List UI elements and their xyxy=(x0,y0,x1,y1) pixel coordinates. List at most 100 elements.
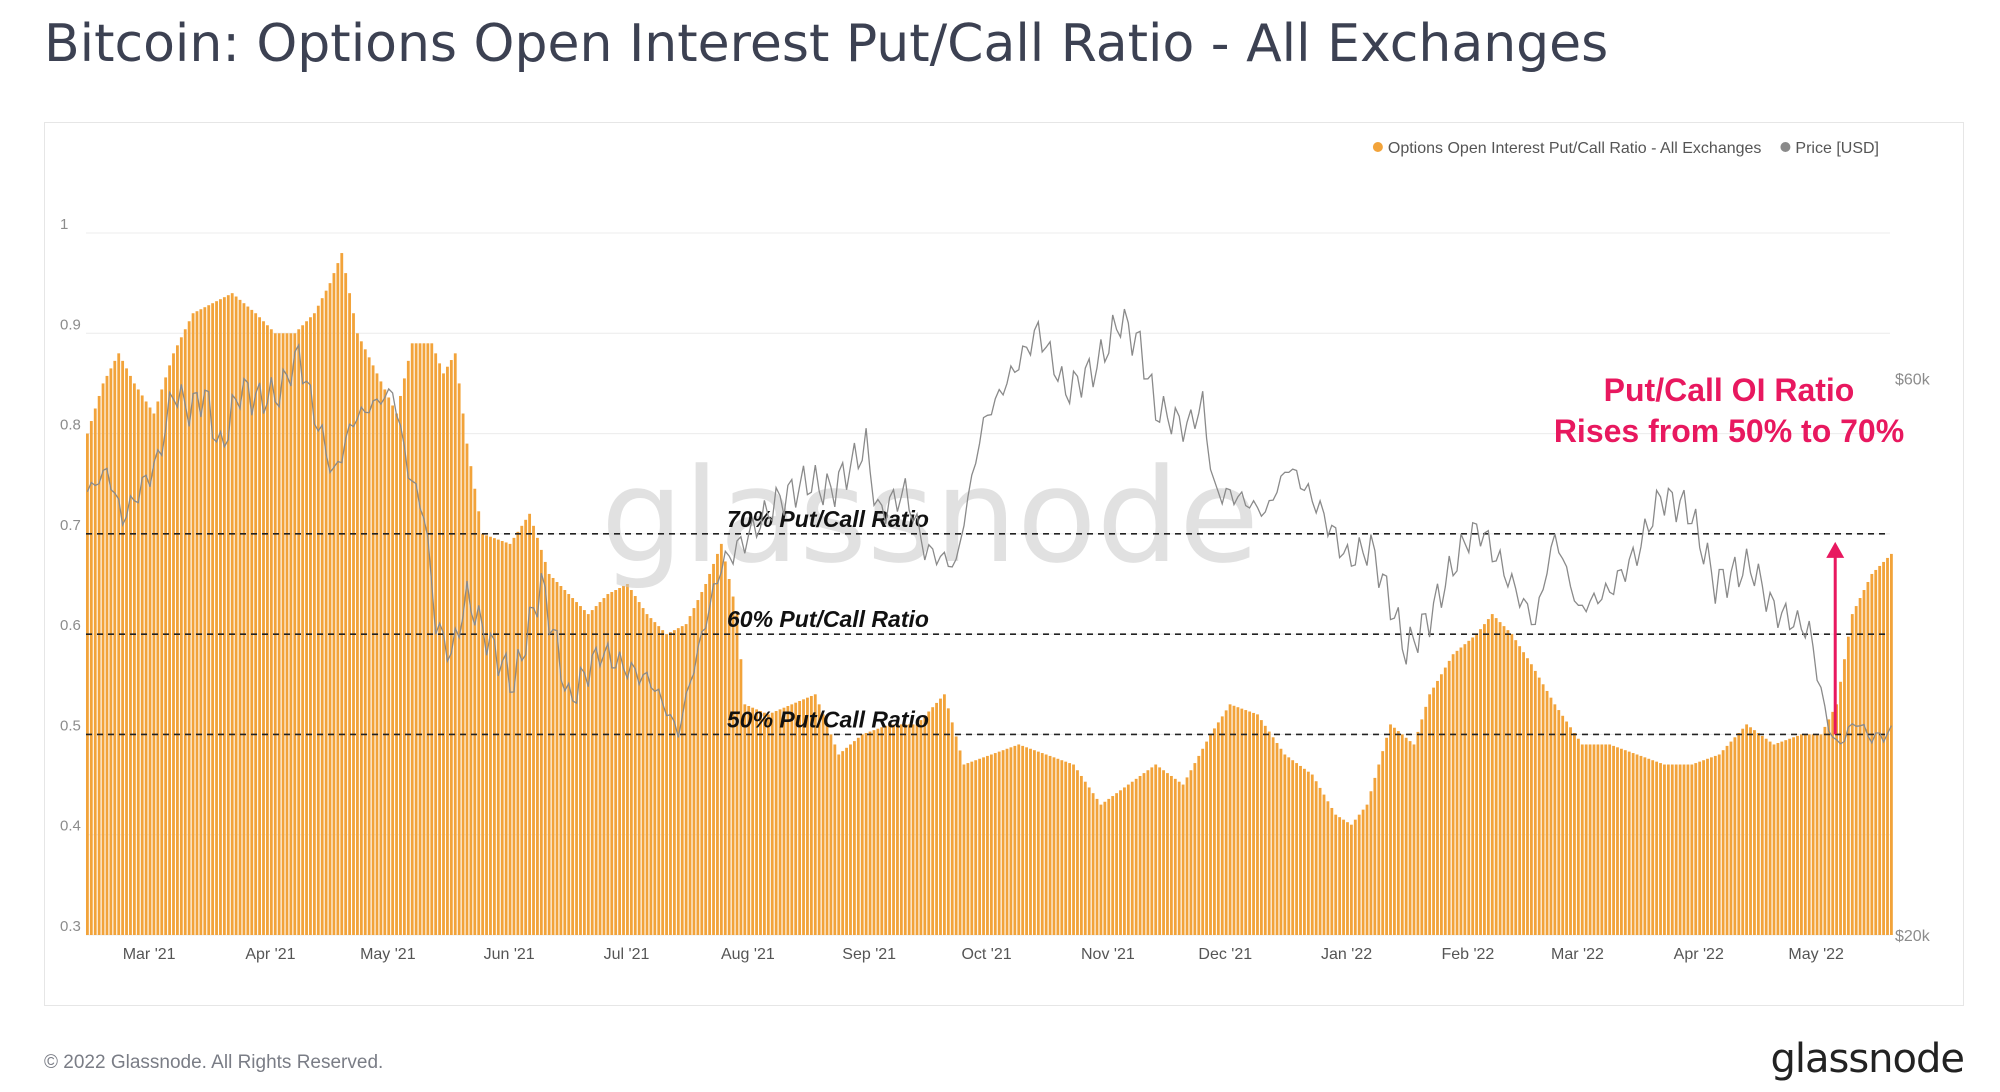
put-call-bar xyxy=(1393,727,1396,935)
put-call-bar xyxy=(234,296,238,935)
put-call-bar xyxy=(1463,644,1467,935)
put-call-bar xyxy=(571,598,575,935)
put-call-bar xyxy=(1565,721,1569,935)
put-call-bar xyxy=(1678,764,1682,935)
x-tick-label: Nov '21 xyxy=(1081,946,1135,963)
put-call-bar xyxy=(1858,598,1862,935)
copyright-text: © 2022 Glassnode. All Rights Reserved. xyxy=(44,1052,384,1073)
put-call-bar xyxy=(1573,733,1576,935)
put-call-bar xyxy=(946,708,950,935)
put-call-bar xyxy=(1052,757,1056,935)
put-call-bar xyxy=(676,628,680,935)
page-title: Bitcoin: Options Open Interest Put/Call … xyxy=(44,14,1609,74)
put-call-bar xyxy=(1612,745,1615,935)
put-call-bar xyxy=(899,724,903,935)
put-call-bar xyxy=(1181,784,1185,935)
put-call-bar xyxy=(89,421,93,935)
put-call-bar xyxy=(1659,763,1662,935)
put-call-bar xyxy=(1150,767,1154,935)
put-call-bar xyxy=(328,283,332,935)
put-call-bar xyxy=(1592,744,1596,935)
put-call-bar xyxy=(700,592,704,935)
put-call-bar xyxy=(532,525,535,935)
put-call-bar xyxy=(825,724,829,935)
put-call-bar xyxy=(226,295,230,935)
put-call-bar xyxy=(903,724,907,935)
put-call-bar xyxy=(1537,677,1541,935)
put-call-bar xyxy=(1483,624,1486,935)
put-call-bar xyxy=(109,368,113,935)
put-call-bar xyxy=(399,395,402,936)
put-call-bar xyxy=(1475,634,1479,935)
put-call-bar xyxy=(1780,741,1784,935)
put-call-bar xyxy=(1670,764,1674,935)
put-call-bar xyxy=(1588,744,1592,935)
put-call-bar xyxy=(931,707,935,935)
put-call-bar xyxy=(1416,731,1420,935)
put-call-bar xyxy=(950,722,954,935)
put-call-bar xyxy=(618,588,622,935)
chart-frame: glassnode 70% Put/Call Ratio 60% Put/Call… xyxy=(44,122,1964,1006)
put-call-bar xyxy=(1244,710,1248,935)
put-call-bar xyxy=(1060,760,1064,935)
legend-label: Price [USD] xyxy=(1795,140,1879,157)
put-call-bar xyxy=(477,511,481,935)
y-left-tick-label: 1 xyxy=(60,216,68,233)
put-call-bar xyxy=(1850,614,1854,935)
put-call-bar xyxy=(1553,704,1557,935)
x-tick-label: Sep '21 xyxy=(842,946,896,963)
put-call-bar xyxy=(1843,659,1846,935)
put-call-bar xyxy=(1576,738,1580,935)
put-call-bar xyxy=(277,333,281,935)
put-call-bar xyxy=(1162,770,1165,935)
put-call-bar xyxy=(1322,794,1326,935)
put-call-bar xyxy=(1569,727,1572,935)
x-tick-label: Apr '21 xyxy=(245,946,295,963)
put-call-bar xyxy=(1154,764,1158,935)
put-call-bar xyxy=(997,751,1001,935)
put-call-bar xyxy=(430,343,434,935)
glassnode-logo: glassnode xyxy=(1770,1036,1965,1082)
put-call-bar xyxy=(1076,770,1079,935)
put-call-bar xyxy=(179,337,183,935)
put-call-bar xyxy=(833,744,837,935)
put-call-bar xyxy=(1095,798,1099,935)
put-call-bar xyxy=(766,714,770,935)
legend-swatch xyxy=(1780,142,1791,152)
put-call-bar xyxy=(1048,755,1052,935)
put-call-bar xyxy=(845,747,848,935)
put-call-bar xyxy=(653,622,657,935)
put-call-bar xyxy=(1776,743,1780,935)
put-call-bar xyxy=(1142,773,1146,935)
put-call-bar xyxy=(1267,731,1271,935)
put-call-bar xyxy=(1408,741,1412,935)
x-tick-label: May '22 xyxy=(1788,946,1844,963)
put-call-bar xyxy=(1314,781,1318,935)
put-call-bar xyxy=(1021,745,1025,935)
put-call-bar xyxy=(1788,738,1792,935)
put-call-bar xyxy=(665,634,668,935)
put-call-bar xyxy=(1753,730,1756,935)
put-call-bar xyxy=(547,573,551,935)
put-call-bar xyxy=(661,630,665,935)
put-call-bar xyxy=(1643,757,1647,935)
put-call-bar xyxy=(183,329,187,935)
put-call-bar xyxy=(363,349,367,935)
put-call-bar xyxy=(555,581,559,935)
put-call-bar xyxy=(1169,775,1173,935)
put-call-bar xyxy=(359,341,363,935)
put-call-bar xyxy=(1471,637,1475,935)
put-call-bar xyxy=(492,538,496,935)
put-call-bar xyxy=(1177,781,1181,935)
put-call-bar xyxy=(262,321,265,935)
put-call-bar xyxy=(1275,743,1279,935)
y-left-tick-label: 0.4 xyxy=(60,818,81,835)
put-call-bar xyxy=(297,329,301,935)
put-call-bar xyxy=(1295,763,1299,935)
put-call-bar xyxy=(1831,711,1835,935)
put-call-bar xyxy=(508,543,512,935)
put-call-bar xyxy=(727,578,731,935)
x-tick-label: May '21 xyxy=(360,946,416,963)
put-call-bar xyxy=(516,531,520,935)
put-call-bar xyxy=(1823,726,1827,935)
